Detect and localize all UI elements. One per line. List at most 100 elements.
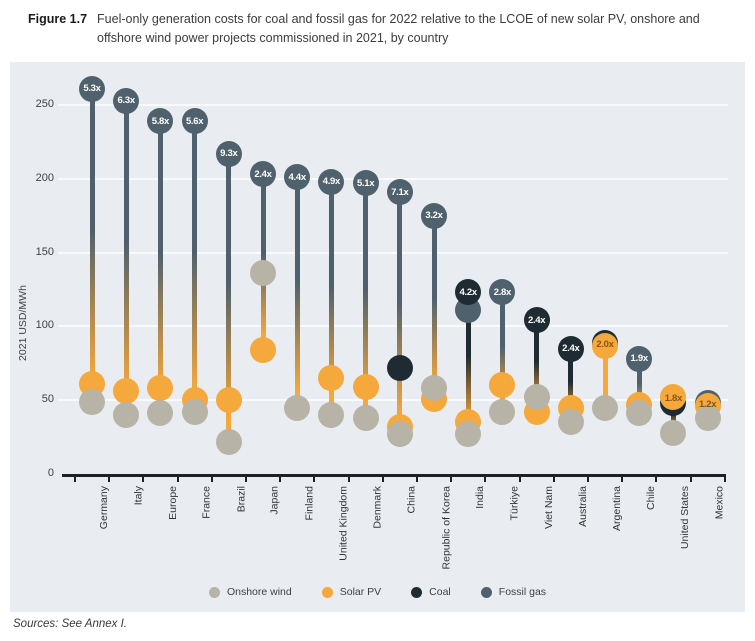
country-stem	[602, 342, 608, 408]
country-stem	[363, 183, 369, 418]
x-axis-tick	[621, 476, 624, 482]
onshore-wind-dot	[250, 260, 276, 287]
multiplier-badge: 4.2x	[459, 286, 478, 298]
onshore-wind-dot	[147, 400, 174, 427]
x-axis-tick	[347, 476, 350, 482]
multiplier-badge: 1.2x	[698, 399, 717, 411]
legend-item-coal: Coal	[411, 586, 451, 598]
legend-label-onshore-wind: Onshore wind	[226, 586, 292, 598]
x-axis-country-label: Argentina	[611, 486, 623, 531]
y-tick-label: 100	[35, 319, 54, 332]
solar-pv-dot	[660, 384, 687, 411]
onshore-wind-dot	[421, 375, 447, 402]
x-axis-tick	[586, 476, 589, 482]
fossil-gas-dot	[386, 179, 413, 206]
coal-dot	[523, 307, 550, 334]
country-stem	[157, 121, 163, 414]
x-axis-country-label: Brazil	[234, 486, 247, 513]
multiplier-badge: 4.9x	[322, 176, 341, 188]
onshore-wind-dot	[386, 421, 413, 448]
solar-pv-dot	[250, 337, 276, 364]
fossil-gas-dot	[284, 164, 311, 191]
x-axis-country-label: United Kingdom	[337, 486, 350, 561]
fossil-gas-dot	[113, 87, 140, 114]
x-axis-country-label: Mexico	[713, 486, 726, 520]
solar-pv-dot	[352, 373, 379, 400]
fossil-gas-dot	[421, 202, 447, 229]
country-stem	[431, 215, 437, 399]
x-axis-tick	[176, 476, 179, 482]
country-stem	[636, 358, 642, 414]
multiplier-badge: 6.3x	[117, 95, 136, 107]
country-stem	[226, 153, 232, 442]
y-tick-label: 150	[35, 245, 54, 258]
legend-item-fossil-gas: Fossil gas	[480, 586, 547, 598]
figure-title: Fuel-only generation costs for coal and …	[97, 12, 700, 45]
x-axis-country-label: Finland	[303, 486, 316, 521]
x-axis-tick	[552, 476, 555, 482]
solar-pv-legend-dot-icon	[321, 586, 333, 598]
fossil-gas-dot	[250, 161, 276, 188]
x-axis-tick	[381, 476, 384, 482]
country-stem	[397, 192, 403, 435]
x-axis-country-label: China	[405, 486, 418, 514]
grid-line	[58, 251, 728, 254]
y-tick-label: 50	[41, 393, 54, 406]
x-axis-tick	[484, 476, 487, 482]
multiplier-badge: 5.3x	[83, 83, 101, 95]
onshore-wind-dot	[284, 394, 311, 421]
multiplier-badge: 2.0x	[596, 338, 614, 350]
country-stem	[328, 181, 334, 415]
grid-line	[58, 177, 728, 180]
x-axis-country-label: Chile	[645, 486, 658, 510]
multiplier-badge: 2.8x	[493, 286, 512, 298]
figure-header: Figure 1.7 Fuel-only generation costs fo…	[0, 0, 755, 48]
onshore-wind-dot	[694, 404, 721, 431]
x-axis-country-label: Europe	[166, 486, 179, 520]
grid-line	[58, 104, 728, 106]
legend-label-coal: Coal	[429, 586, 451, 598]
fossil-gas-dot	[352, 170, 379, 197]
legend-label-fossil-gas: Fossil gas	[498, 586, 547, 598]
x-axis-country-label: Germany	[98, 486, 110, 530]
onshore-wind-legend-dot-icon	[208, 586, 220, 598]
country-stem	[123, 100, 129, 415]
onshore-wind-dot	[181, 399, 208, 425]
onshore-wind-dot	[215, 428, 242, 455]
onshore-wind-dot	[318, 401, 345, 428]
x-axis-tick	[279, 476, 282, 482]
solar-pv-dot	[489, 372, 516, 399]
multiplier-badge: 3.2x	[425, 210, 443, 222]
x-axis-country-label: United States	[679, 486, 692, 550]
onshore-wind-dot	[455, 421, 482, 448]
y-tick-label: 200	[35, 171, 54, 184]
fossil-gas-dot	[215, 140, 242, 167]
multiplier-badge: 5.8x	[151, 115, 170, 127]
x-axis-tick	[689, 476, 692, 482]
multiplier-badge: 2.4x	[562, 343, 580, 355]
legend-item-solar-pv: Solar PV	[321, 586, 381, 598]
multiplier-badge: 4.4x	[288, 171, 307, 183]
onshore-wind-dot	[626, 400, 653, 427]
multiplier-badge: 7.1x	[391, 186, 409, 198]
x-axis-tick	[313, 476, 316, 482]
x-axis-line	[62, 474, 726, 477]
onshore-wind-dot	[660, 419, 687, 446]
multiplier-badge: 5.1x	[356, 177, 375, 189]
onshore-wind-dot	[557, 409, 584, 436]
x-axis-country-label: Viet Nam	[542, 486, 555, 529]
x-axis-tick	[210, 476, 213, 482]
onshore-wind-dot	[592, 394, 618, 421]
x-axis-country-label: Italy	[132, 486, 145, 506]
multiplier-badge: 5.6x	[185, 115, 204, 127]
multiplier-badge: 2.4x	[527, 314, 546, 326]
onshore-wind-dot	[489, 399, 516, 425]
chart-panel: 0 50 100 150 200 250 5.3x 6.3x 5.8x 5.6x 9.3x 2.4x 4…	[10, 62, 745, 612]
onshore-wind-dot	[79, 388, 105, 415]
fossil-gas-legend-dot-icon	[480, 586, 492, 598]
multiplier-badge: 1.9x	[630, 353, 649, 365]
country-stem	[499, 292, 505, 412]
y-tick-label: 0	[47, 467, 54, 479]
x-axis-tick	[244, 476, 247, 482]
